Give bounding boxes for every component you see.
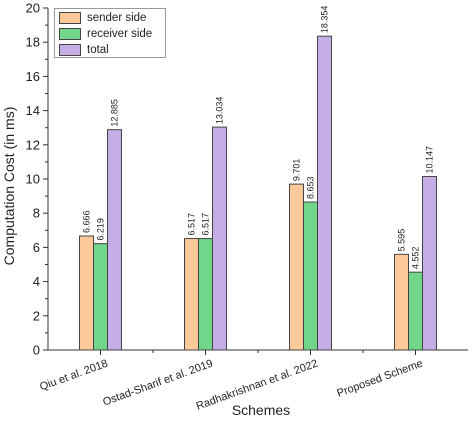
value-label-receiver: 4.552 bbox=[411, 247, 421, 270]
value-labels-group: 6.666 6.219 12.885 6.517 6.517 13.034 9.701 8.6… bbox=[82, 6, 435, 270]
legend-swatch-sender bbox=[59, 11, 81, 24]
y-tick-label: 2 bbox=[33, 308, 40, 323]
legend-label-receiver: receiver side bbox=[87, 27, 153, 40]
value-label-sender: 6.666 bbox=[82, 210, 92, 233]
y-tick-label: 18 bbox=[26, 35, 40, 50]
legend-label-sender: sender side bbox=[87, 11, 147, 24]
value-label-receiver: 8.653 bbox=[306, 177, 316, 200]
y-tick-label: 20 bbox=[26, 1, 40, 16]
bar-receiver bbox=[408, 271, 423, 351]
y-tick-label: 6 bbox=[33, 240, 40, 255]
x-tick-label: Qiu et al. 2018 bbox=[38, 358, 109, 394]
y-axis-label: Computation Cost (in ms) bbox=[1, 107, 17, 266]
value-label-total: 10.147 bbox=[425, 146, 435, 174]
bar-sender bbox=[184, 238, 199, 351]
bar-total bbox=[212, 126, 227, 351]
legend: sender side receiver side total bbox=[54, 8, 166, 58]
y-tick-label: 12 bbox=[26, 137, 40, 152]
y-axis: 0 2 4 6 8 10 12 14 16 18 20 bbox=[26, 1, 48, 358]
legend-swatch-total bbox=[59, 43, 81, 56]
x-tick-label: Proposed Scheme bbox=[335, 358, 424, 400]
bar-sender bbox=[394, 253, 409, 351]
y-tick-label: 16 bbox=[26, 69, 40, 84]
value-label-total: 12.885 bbox=[110, 99, 120, 127]
value-label-total: 18.354 bbox=[320, 6, 330, 34]
value-label-total: 13.034 bbox=[215, 97, 225, 125]
value-label-sender: 5.595 bbox=[397, 229, 407, 252]
bar-total bbox=[317, 35, 332, 351]
y-tick-label: 14 bbox=[26, 103, 40, 118]
legend-item-sender: sender side bbox=[55, 10, 165, 25]
value-label-sender: 9.701 bbox=[292, 159, 302, 182]
x-axis-label: Schemes bbox=[232, 402, 290, 418]
bars-group bbox=[79, 35, 437, 351]
y-tick-label: 0 bbox=[33, 343, 40, 358]
legend-label-total: total bbox=[87, 43, 109, 56]
bar-sender bbox=[289, 183, 304, 351]
y-tick-label: 8 bbox=[33, 206, 40, 221]
bar-receiver bbox=[303, 201, 318, 351]
bar-receiver bbox=[198, 238, 213, 351]
y-tick-label: 4 bbox=[33, 274, 40, 289]
bar-total bbox=[422, 175, 437, 351]
legend-item-receiver: receiver side bbox=[55, 26, 165, 41]
y-tick-label: 10 bbox=[26, 172, 40, 187]
bar-receiver bbox=[93, 243, 108, 351]
legend-item-total: total bbox=[55, 42, 165, 57]
bar-sender bbox=[79, 235, 94, 351]
bar-total bbox=[107, 129, 122, 351]
value-label-receiver: 6.219 bbox=[96, 218, 106, 241]
value-label-sender: 6.517 bbox=[187, 213, 197, 236]
legend-swatch-receiver bbox=[59, 27, 81, 40]
value-label-receiver: 6.517 bbox=[201, 213, 211, 236]
